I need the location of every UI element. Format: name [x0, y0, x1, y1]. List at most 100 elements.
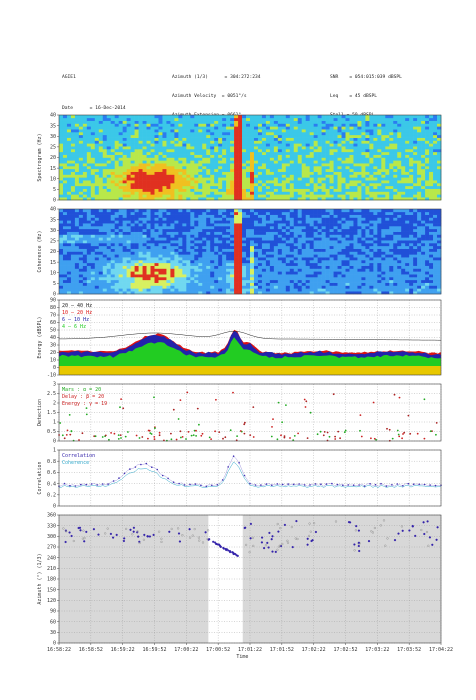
- heatmap-cell: [250, 277, 255, 281]
- heatmap-cell: [329, 134, 334, 138]
- heatmap-cell: [90, 126, 96, 130]
- heatmap-cell: [142, 151, 147, 155]
- heatmap-cell: [329, 274, 334, 278]
- heatmap-cell: [238, 160, 243, 164]
- heatmap-cell: [273, 228, 279, 232]
- heatmap-cell: [110, 265, 116, 269]
- heatmap-cell: [190, 137, 195, 141]
- heatmap-cell: [146, 237, 151, 241]
- heatmap-cell: [405, 129, 410, 133]
- heatmap-cell: [373, 197, 378, 201]
- heatmap-cell: [154, 154, 159, 158]
- heatmap-cell: [433, 197, 438, 201]
- heatmap-cell: [122, 180, 127, 184]
- heatmap-cell: [313, 279, 318, 283]
- heatmap-cell: [361, 137, 366, 141]
- heatmap-cell: [162, 214, 167, 218]
- heatmap-cell: [357, 160, 362, 164]
- heatmap-cell: [130, 137, 135, 141]
- heatmap-cell: [202, 123, 207, 127]
- heatmap-cell: [82, 211, 88, 215]
- heatmap-cell: [150, 282, 155, 286]
- heatmap-cell: [281, 226, 287, 230]
- heatmap-cell: [242, 237, 247, 241]
- heatmap-cell: [78, 146, 84, 150]
- heatmap-cell: [285, 257, 291, 261]
- heatmap-cell: [389, 160, 394, 164]
- heatmap-cell: [281, 277, 287, 281]
- heatmap-cell: [325, 134, 330, 138]
- heatmap-cell: [257, 274, 263, 278]
- heatmap-cell: [253, 149, 259, 153]
- heatmap-cell: [150, 174, 155, 178]
- heatmap-cell: [269, 279, 275, 283]
- heatmap-cell: [253, 117, 259, 121]
- heatmap-cell: [174, 211, 179, 215]
- heatmap-cell: [102, 209, 108, 213]
- heatmap-cell: [353, 177, 358, 181]
- heatmap-cell: [62, 240, 68, 244]
- heatmap-cell: [110, 245, 116, 249]
- heatmap-cell: [202, 149, 207, 153]
- heatmap-cell: [214, 157, 219, 161]
- heatmap-cell: [70, 271, 76, 275]
- heatmap-cell: [253, 291, 259, 295]
- heatmap-cell: [210, 163, 215, 167]
- heatmap-cell: [194, 285, 199, 289]
- heatmap-cell: [210, 209, 215, 213]
- heatmap-cell: [178, 282, 183, 286]
- heatmap-cell: [130, 248, 135, 252]
- heatmap-cell: [357, 140, 362, 144]
- heatmap-cell: [202, 120, 207, 124]
- heatmap-cell: [230, 134, 235, 138]
- heatmap-cell: [349, 115, 354, 119]
- heatmap-cell: [218, 143, 223, 147]
- heatmap-cell: [122, 149, 127, 153]
- heatmap-cell: [74, 160, 80, 164]
- heatmap-cell: [377, 180, 382, 184]
- heatmap-cell: [162, 115, 167, 119]
- heatmap-cell: [59, 191, 64, 195]
- heatmap-cell: [86, 174, 92, 178]
- heatmap-cell: [321, 228, 326, 232]
- heatmap-cell: [118, 185, 123, 189]
- heatmap-cell: [186, 143, 191, 147]
- heatmap-cell: [194, 151, 199, 155]
- heatmap-cell: [257, 149, 263, 153]
- heatmap-cell: [309, 243, 314, 247]
- heatmap-cell: [74, 274, 80, 278]
- heatmap-cell: [361, 115, 366, 119]
- heatmap-cell: [250, 132, 255, 136]
- heatmap-cell: [134, 237, 139, 241]
- heatmap-cell: [150, 146, 155, 150]
- heatmap-cell: [261, 168, 267, 172]
- heatmap-cell: [305, 274, 310, 278]
- heatmap-cell: [250, 271, 255, 275]
- heatmap-cell: [357, 191, 362, 195]
- heatmap-cell: [134, 214, 139, 218]
- heatmap-cell: [297, 180, 303, 184]
- heatmap-cell: [206, 185, 211, 189]
- heatmap-cell: [417, 146, 422, 150]
- heatmap-cell: [118, 217, 123, 221]
- heatmap-cell: [242, 171, 247, 175]
- heatmap-cell: [98, 117, 104, 121]
- heatmap-cell: [170, 257, 175, 261]
- heatmap-cell: [238, 132, 243, 136]
- heatmap-cell: [437, 163, 442, 167]
- heatmap-cell: [289, 220, 295, 224]
- heatmap-cell: [385, 151, 390, 155]
- heatmap-cell: [202, 277, 207, 281]
- heatmap-cell: [413, 191, 418, 195]
- heatmap-cell: [265, 134, 271, 138]
- header-line: AGIE1: [62, 75, 76, 81]
- heatmap-cell: [134, 262, 139, 266]
- heatmap-cell: [134, 123, 139, 127]
- heatmap-cell: [305, 183, 310, 187]
- heatmap-cell: [281, 151, 287, 155]
- heatmap-cell: [293, 260, 299, 264]
- heatmap-cell: [146, 257, 151, 261]
- heatmap-cell: [218, 211, 223, 215]
- heatmap-cell: [301, 268, 307, 272]
- heatmap-cell: [74, 188, 80, 192]
